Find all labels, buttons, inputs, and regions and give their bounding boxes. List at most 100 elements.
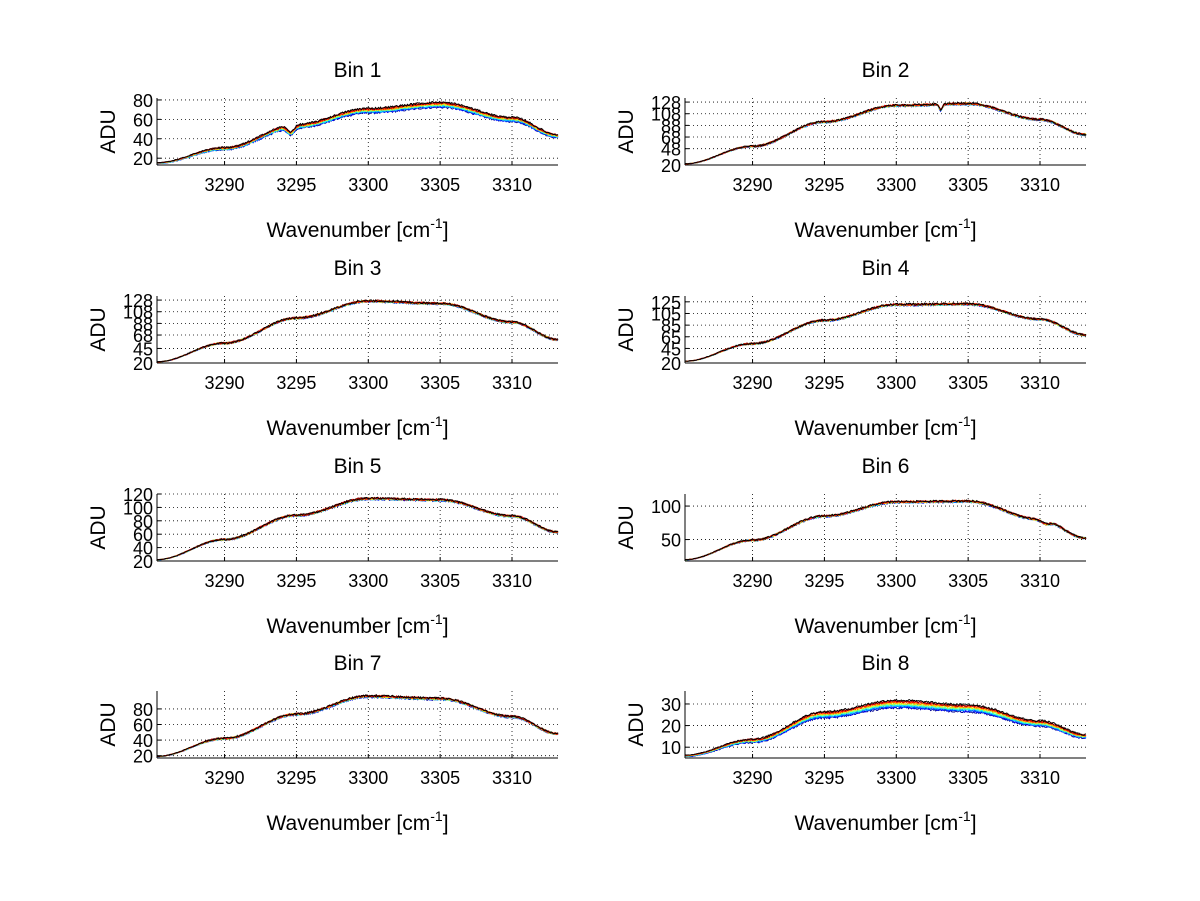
subplot-title: Bin 5 bbox=[334, 455, 382, 478]
subplot-title: Bin 7 bbox=[334, 652, 382, 675]
x-axis-label: Wavenumber [cm-1] bbox=[266, 808, 448, 835]
x-tick-label: 3290 bbox=[733, 768, 773, 788]
plot-area bbox=[685, 494, 1086, 561]
subplot-title: Bin 1 bbox=[334, 59, 382, 82]
subplot-title: Bin 2 bbox=[862, 59, 910, 82]
x-tick-label: 3310 bbox=[492, 768, 532, 788]
x-tick-label: 3290 bbox=[205, 768, 245, 788]
y-tick-label: 20 bbox=[661, 354, 681, 374]
x-tick-label: 3295 bbox=[276, 175, 316, 195]
subplot-title: Bin 3 bbox=[334, 257, 382, 280]
y-tick-label: 40 bbox=[133, 130, 153, 150]
x-tick-label: 3300 bbox=[348, 175, 388, 195]
y-tick-label: 108 bbox=[651, 105, 681, 125]
x-tick-label: 3295 bbox=[276, 768, 316, 788]
y-tick-label: 128 bbox=[651, 93, 681, 113]
y-tick-label: 60 bbox=[133, 110, 153, 130]
x-tick-label: 3305 bbox=[420, 373, 460, 393]
y-tick-label: 45 bbox=[661, 339, 681, 359]
y-tick-label: 88 bbox=[133, 314, 153, 334]
x-tick-label: 3290 bbox=[733, 571, 773, 591]
x-tick-label: 3290 bbox=[205, 373, 245, 393]
y-axis-label: ADU bbox=[87, 505, 110, 549]
y-tick-label: 40 bbox=[133, 539, 153, 559]
y-tick-label: 20 bbox=[133, 747, 153, 767]
y-tick-label: 48 bbox=[661, 140, 681, 160]
subplot-title: Bin 8 bbox=[862, 652, 910, 675]
y-tick-label: 60 bbox=[133, 716, 153, 736]
y-axis-label: ADU bbox=[615, 109, 638, 153]
y-tick-label: 100 bbox=[123, 498, 153, 518]
x-axis-label: Wavenumber [cm-1] bbox=[794, 808, 976, 835]
x-tick-label: 3300 bbox=[348, 768, 388, 788]
subplot-title: Bin 6 bbox=[862, 455, 910, 478]
x-tick-label: 3300 bbox=[348, 571, 388, 591]
x-tick-label: 3310 bbox=[1020, 373, 1060, 393]
x-axis-label: Wavenumber [cm-1] bbox=[266, 215, 448, 242]
x-tick-label: 3305 bbox=[420, 175, 460, 195]
x-axis-label: Wavenumber [cm-1] bbox=[794, 413, 976, 440]
plot-area bbox=[157, 296, 558, 363]
x-tick-label: 3310 bbox=[1020, 571, 1060, 591]
y-tick-label: 20 bbox=[661, 156, 681, 176]
x-tick-label: 3310 bbox=[1020, 768, 1060, 788]
y-tick-label: 20 bbox=[133, 354, 153, 374]
y-tick-label: 45 bbox=[133, 339, 153, 359]
y-tick-label: 80 bbox=[133, 512, 153, 532]
x-tick-label: 3295 bbox=[276, 373, 316, 393]
x-tick-label: 3305 bbox=[948, 175, 988, 195]
x-tick-label: 3300 bbox=[876, 571, 916, 591]
y-axis-label: ADU bbox=[97, 702, 120, 746]
y-tick-label: 20 bbox=[133, 149, 153, 169]
y-tick-label: 108 bbox=[123, 303, 153, 323]
y-axis-label: ADU bbox=[615, 505, 638, 549]
x-tick-label: 3310 bbox=[492, 175, 532, 195]
y-tick-label: 20 bbox=[133, 552, 153, 572]
x-tick-label: 3295 bbox=[804, 768, 844, 788]
x-tick-label: 3295 bbox=[276, 571, 316, 591]
series-line-12 bbox=[157, 299, 559, 363]
plot-area bbox=[685, 98, 1086, 165]
series-line-12 bbox=[684, 302, 1087, 362]
series-line-12 bbox=[685, 698, 1087, 756]
y-tick-label: 100 bbox=[651, 497, 681, 517]
x-tick-label: 3310 bbox=[492, 373, 532, 393]
x-axis-label: Wavenumber [cm-1] bbox=[794, 215, 976, 242]
y-tick-label: 65 bbox=[661, 328, 681, 348]
x-axis-label: Wavenumber [cm-1] bbox=[266, 611, 448, 638]
y-tick-label: 80 bbox=[133, 700, 153, 720]
x-axis-label: Wavenumber [cm-1] bbox=[266, 413, 448, 440]
y-tick-label: 105 bbox=[651, 304, 681, 324]
x-tick-label: 3310 bbox=[492, 571, 532, 591]
y-tick-label: 128 bbox=[123, 291, 153, 311]
x-tick-label: 3305 bbox=[948, 571, 988, 591]
x-tick-label: 3290 bbox=[205, 175, 245, 195]
series-line-12 bbox=[684, 499, 1087, 561]
y-tick-label: 50 bbox=[661, 531, 681, 551]
x-tick-label: 3300 bbox=[876, 768, 916, 788]
plot-area bbox=[157, 494, 558, 561]
x-tick-label: 3300 bbox=[348, 373, 388, 393]
y-tick-label: 30 bbox=[661, 695, 681, 715]
y-tick-label: 68 bbox=[661, 128, 681, 148]
x-tick-label: 3305 bbox=[948, 768, 988, 788]
x-tick-label: 3300 bbox=[876, 373, 916, 393]
x-tick-label: 3290 bbox=[205, 571, 245, 591]
y-tick-label: 10 bbox=[661, 738, 681, 758]
y-tick-label: 80 bbox=[133, 91, 153, 111]
x-tick-label: 3295 bbox=[804, 571, 844, 591]
x-tick-label: 3305 bbox=[420, 768, 460, 788]
y-axis-label: ADU bbox=[625, 702, 648, 746]
x-tick-label: 3295 bbox=[804, 175, 844, 195]
x-tick-label: 3295 bbox=[804, 373, 844, 393]
series-line-12 bbox=[685, 102, 1087, 165]
x-tick-label: 3300 bbox=[876, 175, 916, 195]
series-line-12 bbox=[156, 100, 559, 164]
